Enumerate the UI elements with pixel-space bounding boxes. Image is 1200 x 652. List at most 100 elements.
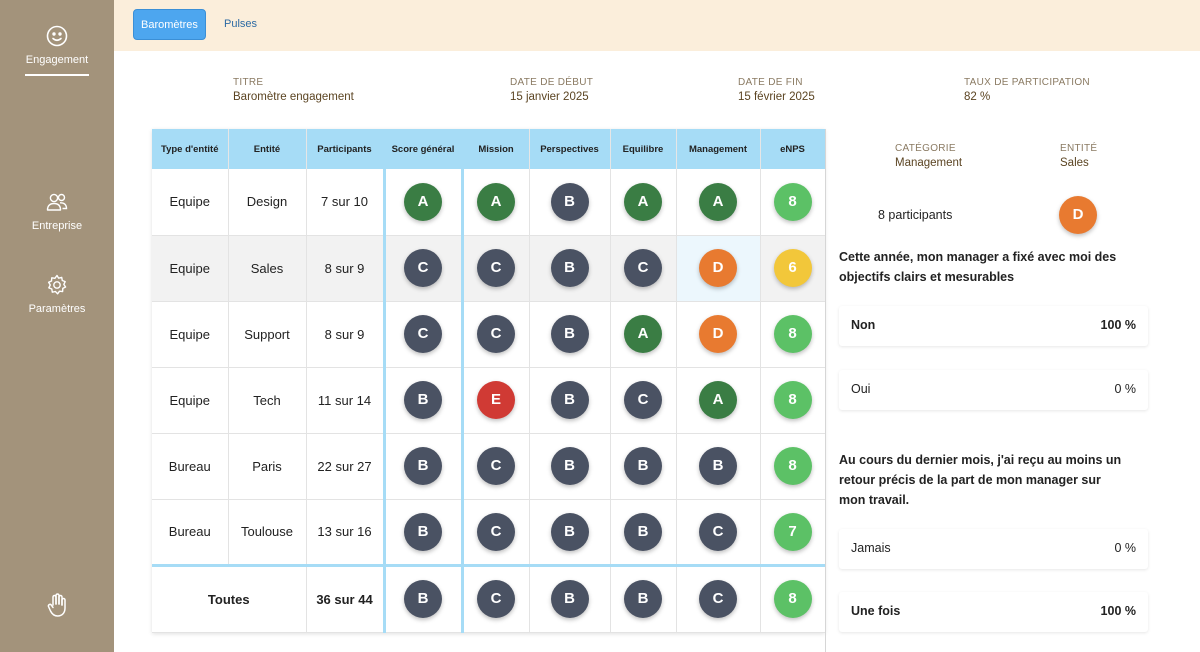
tab-barometres[interactable]: Baromètres xyxy=(133,9,206,40)
score-cell[interactable]: C xyxy=(382,235,463,302)
detail-categorie: CATÉGORIE Management xyxy=(895,143,962,169)
score-badge: B xyxy=(699,447,737,485)
nav-entreprise[interactable]: Entreprise xyxy=(0,190,114,232)
score-cell[interactable]: 8 xyxy=(760,169,826,236)
date-debut-value: 15 janvier 2025 xyxy=(510,91,589,103)
score-badge: C xyxy=(624,249,662,287)
panel-divider xyxy=(825,129,826,652)
score-cell[interactable]: A xyxy=(676,367,761,434)
date-fin-value: 15 février 2025 xyxy=(738,91,815,103)
score-cell[interactable]: 6 xyxy=(760,235,826,302)
score-cell[interactable]: C xyxy=(610,367,677,434)
score-cell[interactable]: C xyxy=(460,301,530,368)
entite-value: Sales xyxy=(1060,157,1089,169)
score-badge: C xyxy=(477,447,515,485)
score-cell[interactable]: C xyxy=(382,301,463,368)
tab-pulses[interactable]: Pulses xyxy=(224,18,258,30)
score-cell[interactable]: B xyxy=(610,499,677,566)
date-fin-label: DATE DE FIN xyxy=(738,77,803,88)
info-taux: TAUX DE PARTICIPATION 82 % xyxy=(964,77,1090,103)
score-badge: C xyxy=(404,249,442,287)
entity-type-cell: Equipe xyxy=(152,235,229,302)
header-participants: Participants xyxy=(306,129,385,169)
table-row[interactable]: Bureau Toulouse 13 sur 16 B C B B C 7 xyxy=(152,499,826,566)
table-row[interactable]: Equipe Tech 11 sur 14 B E B C A 8 xyxy=(152,367,826,434)
score-cell[interactable]: 8 xyxy=(760,301,826,368)
nav-entreprise-label: Entreprise xyxy=(31,220,83,232)
score-cell[interactable]: B xyxy=(382,367,463,434)
score-cell[interactable]: C xyxy=(460,563,530,633)
score-cell[interactable]: B xyxy=(529,367,611,434)
score-badge: B xyxy=(550,512,589,551)
score-badge: A xyxy=(404,182,442,221)
entity-name-cell: Tech xyxy=(228,367,307,434)
answer-percent: 0 % xyxy=(1114,541,1136,555)
question-2: Au cours du dernier mois, j'ai reçu au m… xyxy=(839,453,1122,507)
score-cell[interactable]: B xyxy=(529,499,611,566)
answer-card: Oui 0 % xyxy=(839,370,1148,410)
entity-type-cell: Bureau xyxy=(152,433,229,500)
score-cell[interactable]: C xyxy=(676,563,761,633)
answer-label: Jamais xyxy=(851,541,891,555)
score-cell[interactable]: B xyxy=(529,169,611,236)
header-entite: Entité xyxy=(228,129,307,169)
score-cell[interactable]: A xyxy=(382,169,463,236)
score-cell[interactable]: 7 xyxy=(760,499,826,566)
entity-name-cell: Toulouse xyxy=(228,499,307,566)
participants-cell: 8 sur 9 xyxy=(306,301,385,368)
hand-button[interactable] xyxy=(0,592,114,624)
score-cell[interactable]: B xyxy=(610,433,677,500)
score-cell[interactable]: B xyxy=(610,563,677,633)
score-cell[interactable]: E xyxy=(460,367,530,434)
entity-name-cell: Sales xyxy=(228,235,307,302)
score-cell[interactable]: B xyxy=(382,563,463,633)
answer-card: Non 100 % xyxy=(839,306,1148,346)
score-cell[interactable]: B xyxy=(676,433,761,500)
score-cell[interactable]: A xyxy=(460,169,530,236)
header-equilibre: Equilibre xyxy=(610,129,677,169)
nav-engagement-label: Engagement xyxy=(25,54,89,66)
score-cell[interactable]: A xyxy=(676,169,761,236)
entity-type-cell: Bureau xyxy=(152,499,229,566)
total-row[interactable]: Toutes 36 sur 44 B C B B C 8 xyxy=(152,563,826,633)
score-badge: C xyxy=(477,512,515,551)
table-header-row: Type d'entité Entité Participants Score … xyxy=(152,129,826,169)
score-cell[interactable]: B xyxy=(529,433,611,500)
nav-parametres[interactable]: Paramètres xyxy=(0,273,114,315)
score-badge: 8 xyxy=(773,381,812,419)
score-cell[interactable]: A xyxy=(610,169,677,236)
participants-cell: 22 sur 27 xyxy=(306,433,385,500)
answer-percent: 100 % xyxy=(1100,604,1136,618)
score-cell[interactable]: B xyxy=(382,433,463,500)
score-cell[interactable]: 8 xyxy=(760,563,826,633)
score-badge: B xyxy=(624,580,662,618)
score-badge: B xyxy=(404,447,442,485)
score-cell[interactable]: 8 xyxy=(760,367,826,434)
entity-name-cell: Design xyxy=(228,169,307,236)
score-cell[interactable]: C xyxy=(460,499,530,566)
table-row[interactable]: Equipe Design 7 sur 10 A A B A A 8 xyxy=(152,169,826,236)
results-table-container: Type d'entité Entité Participants Score … xyxy=(152,129,826,633)
table-row[interactable]: Bureau Paris 22 sur 27 B C B B B 8 xyxy=(152,433,826,500)
score-cell[interactable]: C xyxy=(460,235,530,302)
score-cell[interactable]: D xyxy=(676,301,761,368)
date-debut-label: DATE DE DÉBUT xyxy=(510,77,594,88)
score-cell[interactable]: D xyxy=(676,235,761,302)
score-cell[interactable]: B xyxy=(529,235,611,302)
score-cell[interactable]: B xyxy=(529,301,611,368)
score-badge: C xyxy=(477,580,515,618)
info-date-fin: DATE DE FIN 15 février 2025 xyxy=(738,77,815,103)
score-badge: 8 xyxy=(773,315,812,353)
score-cell[interactable]: C xyxy=(610,235,677,302)
participants-cell: 13 sur 16 xyxy=(306,499,385,566)
score-cell[interactable]: C xyxy=(460,433,530,500)
header-type: Type d'entité xyxy=(152,129,229,169)
score-cell[interactable]: B xyxy=(382,499,463,566)
score-cell[interactable]: A xyxy=(610,301,677,368)
score-cell[interactable]: C xyxy=(676,499,761,566)
score-cell[interactable]: 8 xyxy=(760,433,826,500)
nav-engagement[interactable]: Engagement xyxy=(0,24,114,76)
score-cell[interactable]: B xyxy=(529,563,611,633)
